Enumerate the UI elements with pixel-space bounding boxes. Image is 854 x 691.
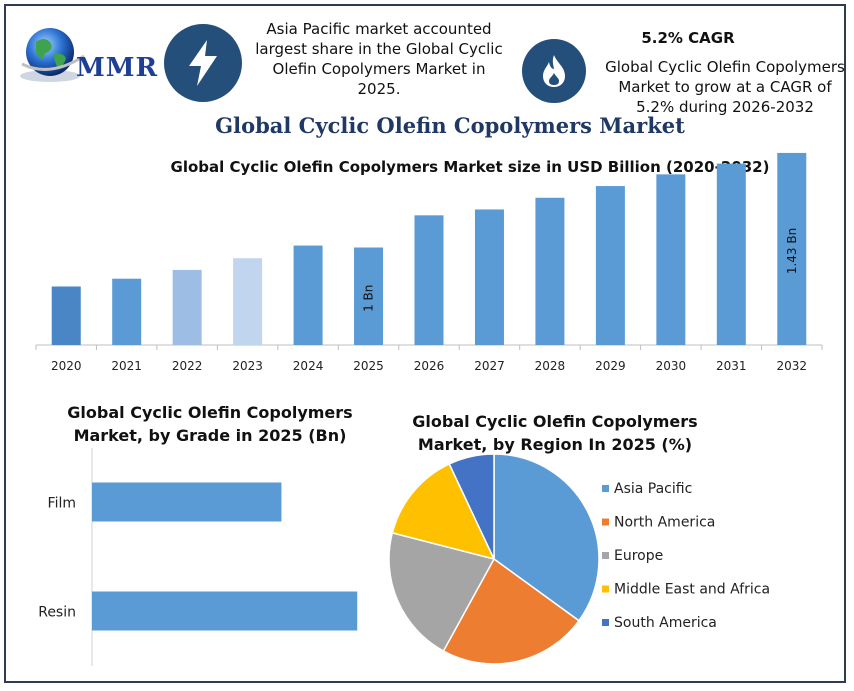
x-tick-label: 2022: [172, 359, 203, 373]
legend-swatch: [602, 518, 609, 526]
market-size-chart-title: Global Cyclic Olefin Copolymers Market s…: [170, 158, 770, 176]
legend-label: South America: [614, 615, 717, 631]
bar-resin: [92, 591, 358, 631]
lightning-icon: [164, 24, 242, 102]
logo-text: MMR: [76, 53, 159, 83]
pie-slice-europe: [388, 531, 496, 653]
category-label: Resin: [38, 605, 76, 621]
x-tick-label: 2032: [776, 359, 807, 373]
bar-2024: [293, 245, 323, 345]
legend-swatch: [602, 619, 609, 626]
infographic-frame: [4, 4, 846, 683]
cagr-text: Global Cyclic Olefin Copolymers Market t…: [605, 58, 845, 116]
x-tick-label: 2021: [111, 359, 142, 373]
data-label: 1.43 Bn: [785, 228, 799, 274]
x-tick-label: 2029: [595, 359, 626, 373]
x-tick-label: 2025: [353, 359, 384, 373]
legend-label: Europe: [614, 548, 663, 564]
x-tick-label: 2026: [414, 359, 445, 373]
bar-2030: [656, 174, 686, 345]
data-label: 1 Bn: [362, 285, 376, 312]
x-tick-label: 2031: [716, 359, 747, 373]
pie-slice-middle-east-and-africa: [391, 462, 496, 561]
legend-swatch: [602, 585, 609, 593]
legend-label: Middle East and Africa: [614, 582, 770, 598]
pie-slice-asia-pacific: [493, 453, 600, 622]
main-title: Global Cyclic Olefin Copolymers Market: [215, 113, 685, 138]
bar-2025: [354, 247, 384, 345]
bar-2031: [716, 163, 746, 345]
bar-2023: [233, 258, 263, 345]
bar-2026: [414, 215, 444, 345]
region-chart: Asia Pacific North America Europe Middle Ea…: [388, 453, 770, 665]
bar-2020: [51, 286, 81, 345]
region-chart-title: Global Cyclic Olefin Copolymers Market, …: [412, 412, 698, 454]
cagr-title: 5.2% CAGR: [641, 29, 735, 47]
pie-slice-north-america: [442, 557, 580, 665]
legend-label: Asia Pacific: [614, 481, 692, 497]
x-tick-label: 2027: [474, 359, 505, 373]
x-tick-label: 2030: [656, 359, 687, 373]
globe-icon: [20, 28, 85, 82]
x-tick-label: 2023: [232, 359, 263, 373]
highlight-text: Asia Pacific market accounted largest sh…: [255, 20, 503, 98]
bar-2022: [172, 269, 202, 345]
pie-slice-south-america: [448, 453, 495, 560]
market-size-chart: 2020 2021 2022 2023 2024 2025 1 Bn 2026 2027 2028…: [35, 152, 823, 373]
legend-swatch: [602, 552, 609, 559]
bar-2032: [777, 152, 807, 345]
grade-chart: Film Resin: [38, 448, 358, 666]
x-tick-label: 2028: [535, 359, 566, 373]
grade-chart-title: Global Cyclic Olefin Copolymers Market, …: [67, 403, 353, 445]
legend-swatch: [602, 485, 609, 492]
bar-2021: [112, 278, 142, 345]
bar-2027: [474, 209, 504, 345]
bar-film: [92, 482, 282, 522]
bar-2028: [535, 197, 565, 345]
category-label: Film: [48, 496, 76, 512]
bar-2029: [595, 186, 625, 345]
legend-label: North America: [614, 515, 715, 531]
x-tick-label: 2024: [293, 359, 324, 373]
flame-icon: [522, 39, 586, 103]
x-tick-label: 2020: [51, 359, 82, 373]
